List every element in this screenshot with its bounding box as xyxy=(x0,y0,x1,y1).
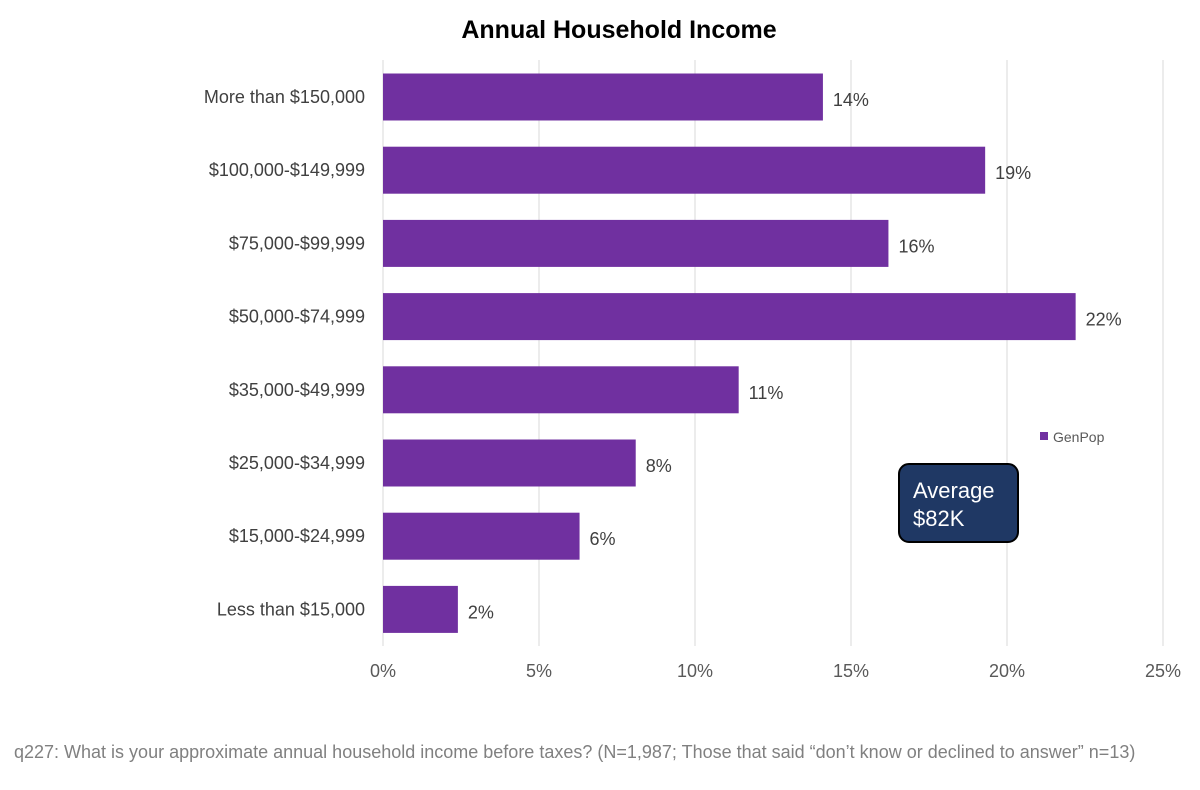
x-tick-label: 10% xyxy=(677,661,713,681)
bar xyxy=(383,73,823,121)
x-tick-label: 0% xyxy=(370,661,396,681)
bar xyxy=(383,146,986,194)
category-labels: More than $150,000 $100,000-$149,999 $75,0… xyxy=(204,87,365,619)
category-label: More than $150,000 xyxy=(204,87,365,107)
category-label: $75,000-$99,999 xyxy=(229,233,365,253)
value-label: 6% xyxy=(590,529,616,549)
bar xyxy=(383,585,458,633)
x-axis-ticks: 0% 5% 10% 15% 20% 25% xyxy=(370,661,1181,681)
average-callout-box xyxy=(898,463,1019,543)
average-callout-line-2: $82K xyxy=(913,506,965,531)
value-labels: 14% 19% 16% 22% 11% 8% 6% 2% xyxy=(468,90,1122,622)
value-label: 19% xyxy=(995,163,1031,183)
category-label: $25,000-$34,999 xyxy=(229,453,365,473)
x-tick-label: 5% xyxy=(526,661,552,681)
category-label: Less than $15,000 xyxy=(217,599,365,619)
x-tick-label: 15% xyxy=(833,661,869,681)
category-label: $50,000-$74,999 xyxy=(229,307,365,327)
legend-swatch xyxy=(1040,432,1048,440)
value-label: 2% xyxy=(468,602,494,622)
footnote: q227: What is your approximate annual ho… xyxy=(14,742,1136,762)
bar xyxy=(383,219,889,267)
average-callout-line-1: Average xyxy=(913,478,995,503)
value-label: 11% xyxy=(749,383,784,403)
value-label: 22% xyxy=(1086,310,1122,330)
bar xyxy=(383,512,580,560)
legend: GenPop xyxy=(1040,429,1105,445)
average-callout: Average $82K xyxy=(898,463,1019,543)
x-tick-label: 20% xyxy=(989,661,1025,681)
category-label: $35,000-$49,999 xyxy=(229,380,365,400)
value-label: 8% xyxy=(646,456,672,476)
bar xyxy=(383,439,636,487)
x-tick-label: 25% xyxy=(1145,661,1181,681)
chart-title: Annual Household Income xyxy=(461,16,776,44)
value-label: 16% xyxy=(898,236,934,256)
bars xyxy=(383,73,1076,633)
category-label: $15,000-$24,999 xyxy=(229,526,365,546)
category-label: $100,000-$149,999 xyxy=(209,160,365,180)
bar xyxy=(383,366,739,414)
bar xyxy=(383,293,1076,341)
value-label: 14% xyxy=(833,90,869,110)
legend-label: GenPop xyxy=(1053,429,1105,445)
